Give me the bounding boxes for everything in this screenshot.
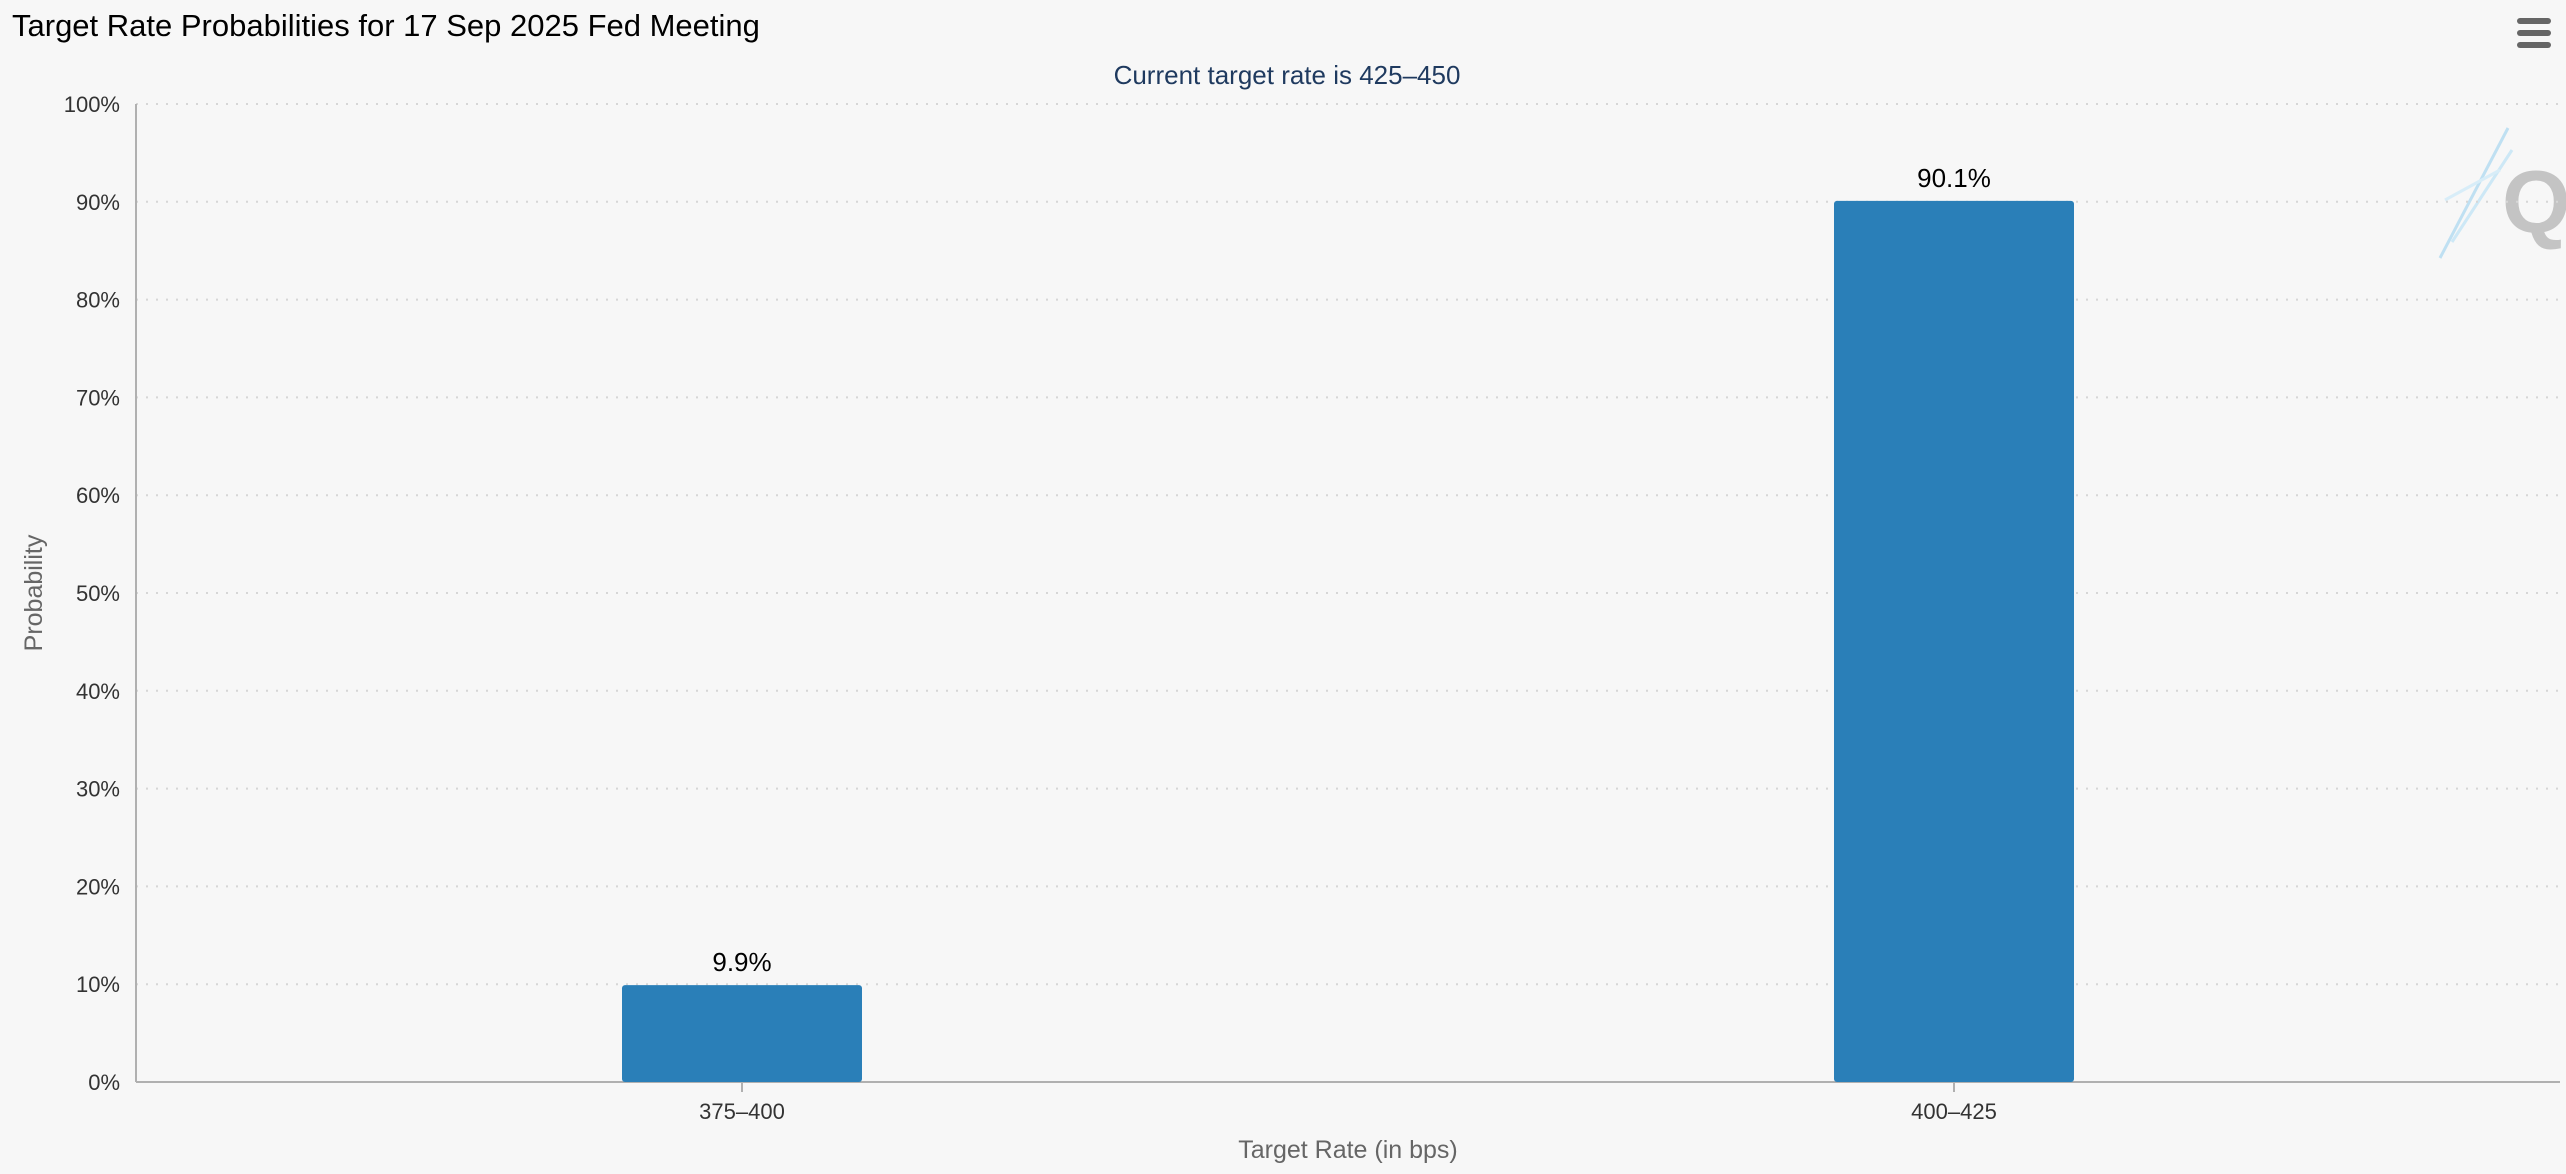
- hamburger-menu-icon[interactable]: [2514, 16, 2554, 50]
- chart-subtitle: Current target rate is 425–450: [1114, 60, 1461, 90]
- bar-2[interactable]: [1834, 200, 2074, 1082]
- watermark-streak-3: [2444, 168, 2501, 202]
- bars: 9.9% 90.1%: [622, 163, 2074, 1082]
- grid-lines: [136, 103, 2560, 986]
- watermark-streak-2: [2450, 149, 2514, 243]
- bar-1[interactable]: [622, 985, 862, 1082]
- x-axis-title: Target Rate (in bps): [1238, 1136, 1458, 1164]
- y-tick-label: 100%: [64, 92, 120, 117]
- y-tick-label: 90%: [76, 190, 120, 215]
- menu-bar-middle: [2517, 30, 2551, 36]
- x-tick-label: 375–400: [699, 1099, 785, 1124]
- y-tick-label: 80%: [76, 288, 120, 313]
- menu-bar-bottom: [2517, 42, 2551, 48]
- y-axis-title: Probability: [20, 534, 48, 651]
- watermark-streak-1: [2438, 127, 2510, 259]
- y-tick-label: 30%: [76, 777, 120, 802]
- data-label: 9.9%: [712, 947, 771, 977]
- y-tick-label: 70%: [76, 385, 120, 410]
- y-tick-label: 40%: [76, 679, 120, 704]
- y-tick-label: 10%: [76, 972, 120, 997]
- data-label: 90.1%: [1917, 163, 1991, 193]
- y-tick-label: 0%: [88, 1070, 120, 1095]
- watermark-letter: Q: [2502, 152, 2566, 251]
- q-logo-icon: Q: [2438, 127, 2566, 259]
- y-tick-label: 50%: [76, 581, 120, 606]
- chart-title: Target Rate Probabilities for 17 Sep 202…: [12, 8, 760, 43]
- y-tick-label: 20%: [76, 874, 120, 899]
- x-axis-ticks: 375–400 400–425: [699, 1082, 1997, 1124]
- y-tick-label: 60%: [76, 483, 120, 508]
- menu-bar-top: [2517, 18, 2551, 24]
- y-axis-ticks: 0% 10% 20% 30% 40% 50% 60% 70% 80% 90% 100%: [64, 92, 120, 1095]
- x-tick-label: 400–425: [1911, 1099, 1997, 1124]
